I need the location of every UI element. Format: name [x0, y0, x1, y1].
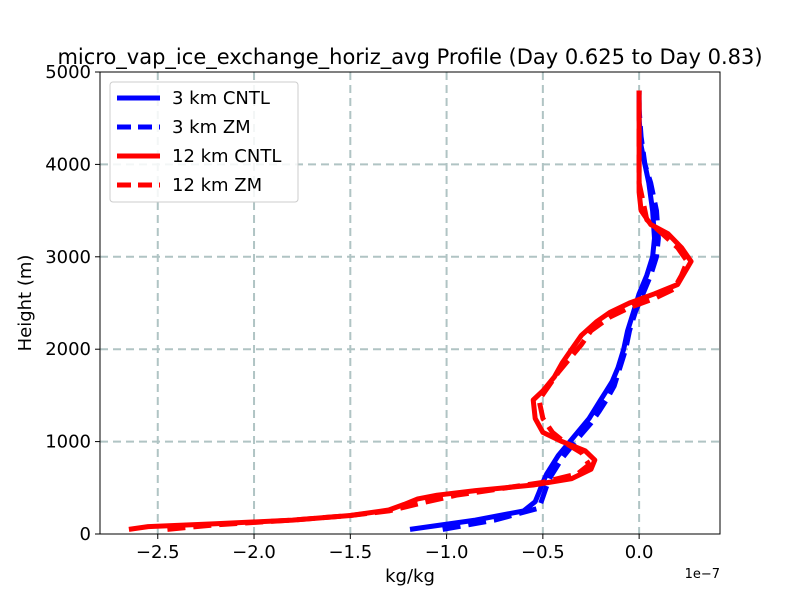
axis-ticks: −2.5 −2.0 −1.5 −1.0 −0.5 0.0 0 1000 2000 3000 4000… — [45, 62, 653, 563]
x-tick-label: 0.0 — [625, 542, 654, 563]
x-tick-label: −1.0 — [425, 542, 469, 563]
y-tick-label: 3000 — [45, 247, 91, 268]
series-line-12-km-cntl — [128, 90, 694, 532]
y-axis-label: Height (m) — [15, 255, 36, 352]
x-tick-label: −2.0 — [232, 542, 276, 563]
x-axis-offset-label: 1e−7 — [685, 567, 720, 582]
series-lines — [128, 90, 694, 532]
x-axis-label: kg/kg — [385, 566, 435, 587]
y-tick-label: 2000 — [45, 339, 91, 360]
legend-label: 3 km ZM — [172, 117, 251, 138]
chart-title: micro_vap_ice_exchange_horiz_avg Profile… — [57, 45, 762, 70]
legend-label: 3 km CNTL — [172, 88, 270, 109]
y-tick-label: 5000 — [45, 62, 91, 83]
x-tick-label: −1.5 — [328, 542, 372, 563]
y-tick-label: 4000 — [45, 154, 91, 175]
legend: 3 km CNTL 3 km ZM 12 km CNTL 12 km ZM — [109, 81, 299, 203]
y-tick-label: 0 — [80, 524, 91, 545]
grid — [100, 72, 720, 534]
plot-frame — [99, 71, 721, 535]
x-tick-label: −2.5 — [136, 542, 180, 563]
legend-label: 12 km CNTL — [172, 146, 281, 167]
legend-box — [109, 81, 299, 203]
x-tick-label: −0.5 — [521, 542, 565, 563]
legend-label: 12 km ZM — [172, 175, 262, 196]
y-tick-label: 1000 — [45, 432, 91, 453]
series-line-12-km-zm — [167, 90, 690, 532]
